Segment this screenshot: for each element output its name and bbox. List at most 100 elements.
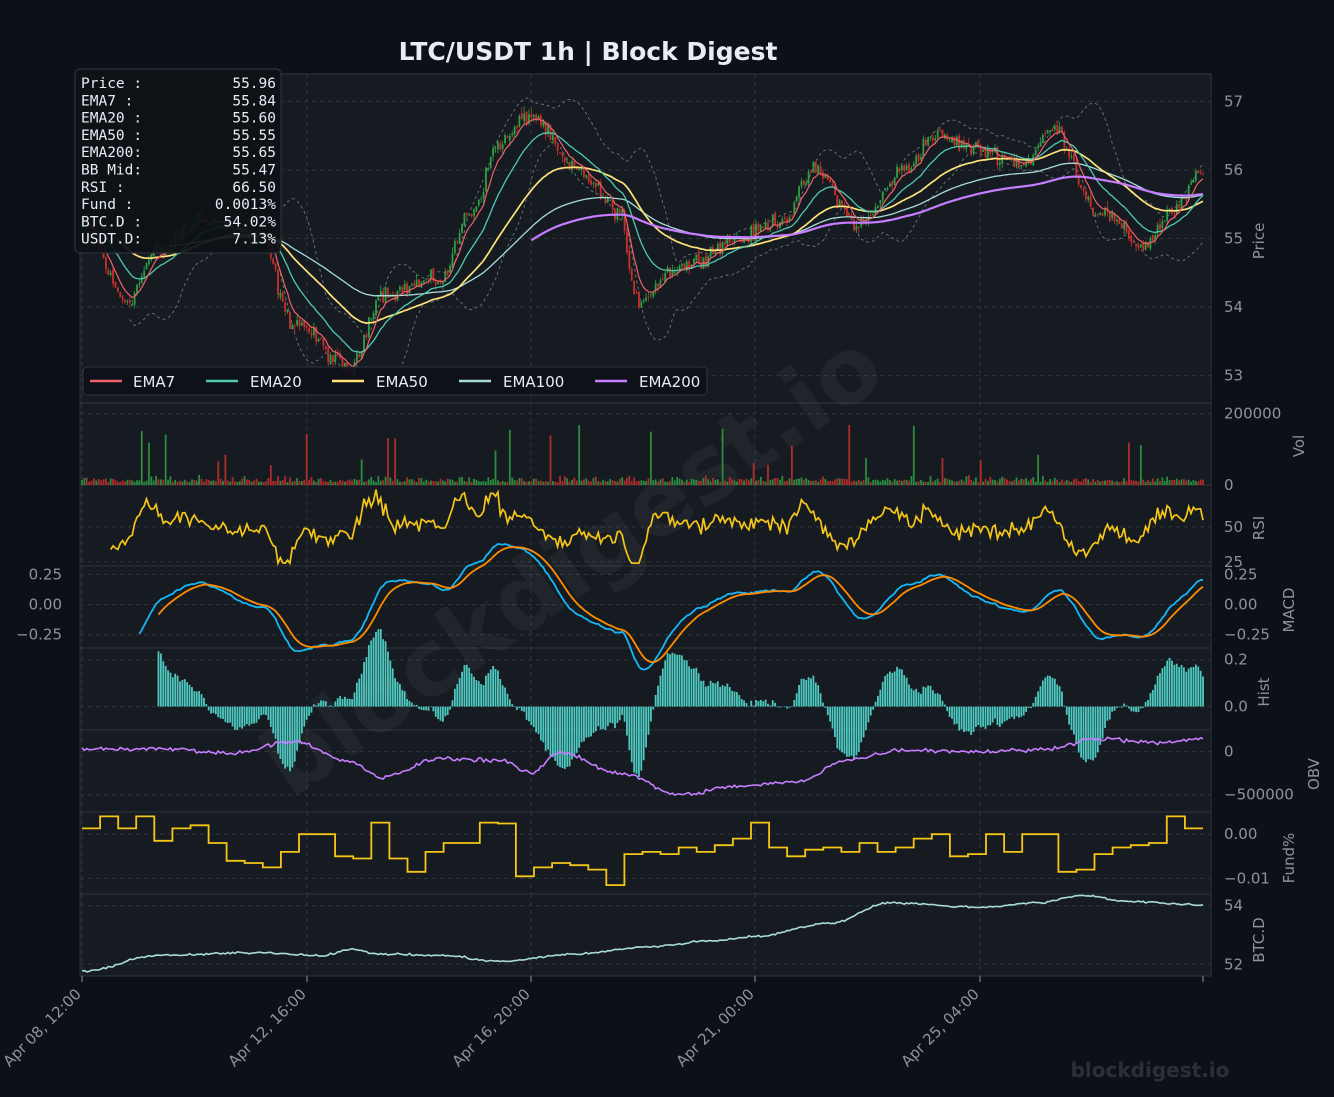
- candle-body: [1192, 179, 1195, 183]
- candle-body: [344, 362, 346, 370]
- volume-bar: [109, 478, 112, 485]
- volume-bar: [1197, 481, 1200, 485]
- info-label: USDT.D:: [81, 232, 142, 248]
- candle-body: [298, 319, 301, 327]
- hist-bar: [795, 693, 798, 707]
- candle-body: [626, 230, 628, 253]
- hist-bar: [1151, 689, 1154, 707]
- volume-bar: [578, 425, 581, 485]
- hist-bar: [1180, 665, 1183, 707]
- candle-body: [915, 155, 918, 165]
- volume-bar: [963, 481, 965, 485]
- candle-body: [814, 161, 817, 173]
- hist-bar: [1039, 686, 1042, 707]
- volume-bar: [224, 454, 227, 485]
- candle-body: [324, 346, 327, 349]
- hist-bar: [580, 706, 583, 743]
- candle-body: [611, 200, 614, 209]
- obv-tick: −500000: [1224, 786, 1294, 804]
- candle-body: [281, 292, 284, 302]
- info-value: 7.13%: [232, 232, 276, 248]
- hist-bar: [733, 691, 736, 707]
- volume-bar: [265, 481, 267, 485]
- hist-bar: [845, 706, 848, 757]
- candle-body: [406, 283, 408, 294]
- volume-bar: [241, 478, 244, 485]
- volume-bar: [606, 481, 609, 485]
- candle-body: [279, 292, 282, 298]
- volume-bar: [673, 480, 676, 485]
- info-value: 0.0013%: [215, 197, 276, 213]
- candle-body: [649, 293, 652, 295]
- candle-body: [138, 283, 141, 286]
- hist-bar: [191, 687, 193, 707]
- candle-body: [1156, 224, 1159, 234]
- volume-bar: [305, 433, 308, 485]
- candle-body: [1101, 213, 1104, 216]
- candle-body: [119, 292, 122, 298]
- volume-bar: [267, 478, 270, 485]
- candle-body: [970, 146, 973, 155]
- candle-body: [1030, 158, 1032, 165]
- hist-bar: [929, 685, 932, 707]
- candle-body: [963, 140, 965, 149]
- volume-bar: [583, 479, 585, 485]
- hist-bar: [915, 688, 918, 707]
- volume-bar: [413, 480, 416, 485]
- volume-bar: [752, 463, 755, 485]
- volume-bar: [348, 479, 351, 485]
- hist-bar: [936, 693, 939, 707]
- hist-bar: [379, 629, 382, 707]
- candle-body: [568, 162, 571, 169]
- hist-bar: [286, 706, 289, 767]
- hist-bar: [1166, 660, 1169, 707]
- volume-bar: [532, 478, 535, 485]
- volume-bar: [389, 477, 392, 485]
- volume-bar: [97, 479, 100, 485]
- hist-bar: [685, 660, 688, 707]
- volume-bar: [597, 481, 600, 485]
- hist-bar: [738, 695, 741, 707]
- volume-bar: [609, 479, 612, 485]
- hist-bar: [1094, 706, 1097, 758]
- candle-body: [903, 164, 906, 172]
- hist-bar: [1010, 706, 1013, 717]
- hist-bar: [958, 706, 961, 731]
- candle-body: [1027, 158, 1030, 164]
- info-value: 55.55: [232, 128, 276, 144]
- volume-bar: [790, 445, 793, 485]
- hist-bar: [339, 696, 342, 707]
- candle-body: [583, 166, 585, 178]
- candle-body: [430, 269, 432, 279]
- volume-bar: [943, 478, 946, 485]
- volume-bar: [1111, 480, 1114, 485]
- volume-bar: [972, 481, 975, 485]
- volume-bar: [659, 479, 662, 485]
- candle-body: [1025, 161, 1028, 167]
- volume-bar: [630, 481, 633, 485]
- hist-bar: [1044, 677, 1047, 707]
- hist-bar: [824, 706, 827, 708]
- candle-body: [920, 156, 922, 160]
- candle-body: [336, 354, 339, 357]
- volume-bar: [1018, 480, 1020, 485]
- hist-bar: [807, 677, 810, 707]
- candle-body: [551, 134, 554, 141]
- hist-bar: [499, 679, 502, 707]
- hist-bar: [391, 668, 394, 707]
- hist-bar: [1065, 706, 1068, 715]
- hist-bar: [630, 706, 633, 763]
- candle-body: [1041, 134, 1044, 143]
- candle-body: [948, 141, 951, 143]
- bollinger-upper-line: [129, 97, 1204, 338]
- candle-body: [391, 293, 394, 296]
- volume-bar: [900, 480, 903, 485]
- volume-bar: [824, 479, 827, 485]
- volume-bar: [1151, 478, 1154, 485]
- hist-bar: [401, 690, 404, 707]
- volume-bar: [363, 481, 365, 485]
- hist-bar: [248, 706, 251, 726]
- volume-bar: [1034, 481, 1037, 485]
- volume-bar: [678, 478, 681, 485]
- candle-body: [470, 214, 473, 217]
